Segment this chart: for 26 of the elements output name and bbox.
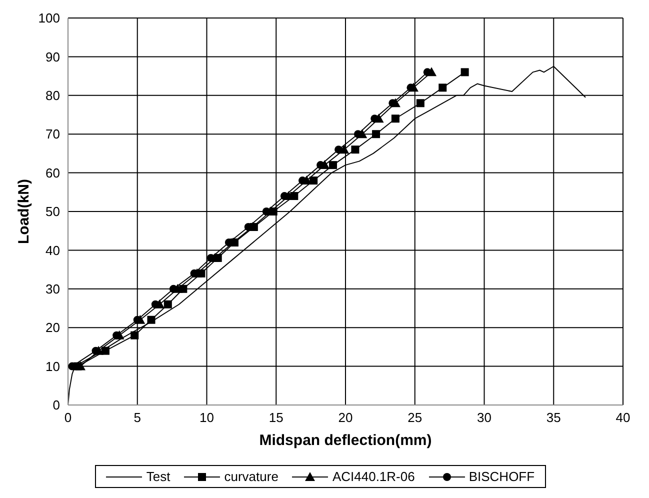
- y-tick-label: 30: [46, 282, 60, 297]
- x-tick-label: 25: [408, 410, 422, 426]
- x-tick-label: 20: [338, 410, 353, 426]
- x-axis-title: Midspan deflection(mm): [259, 432, 432, 449]
- x-tick-label: 30: [477, 410, 492, 426]
- legend-label: ACI440.1R-06: [332, 469, 415, 484]
- x-tick-label: 15: [268, 410, 284, 426]
- x-tick-label: 5: [134, 410, 141, 426]
- y-tick-label: 20: [46, 320, 60, 336]
- y-tick-label: 80: [46, 88, 60, 104]
- x-tick-label: 0: [64, 410, 72, 426]
- y-tick-label: 90: [46, 49, 60, 64]
- x-tick-label: 40: [616, 410, 630, 426]
- legend-label: Test: [146, 469, 170, 484]
- y-tick-label: 0: [52, 398, 60, 413]
- legend-label: curvature: [224, 469, 278, 484]
- y-tick-label: 10: [46, 358, 60, 374]
- y-tick-label: 50: [46, 204, 60, 220]
- y-axis-title: Load(kN): [15, 179, 32, 244]
- y-tick-label: 70: [46, 126, 60, 142]
- x-tick-label: 10: [200, 410, 214, 426]
- y-tick-label: 40: [46, 242, 60, 258]
- x-tick-label: 35: [546, 410, 561, 426]
- legend-label: BISCHOFF: [468, 469, 535, 484]
- y-tick-label: 60: [46, 165, 60, 180]
- y-tick-label: 100: [38, 10, 60, 26]
